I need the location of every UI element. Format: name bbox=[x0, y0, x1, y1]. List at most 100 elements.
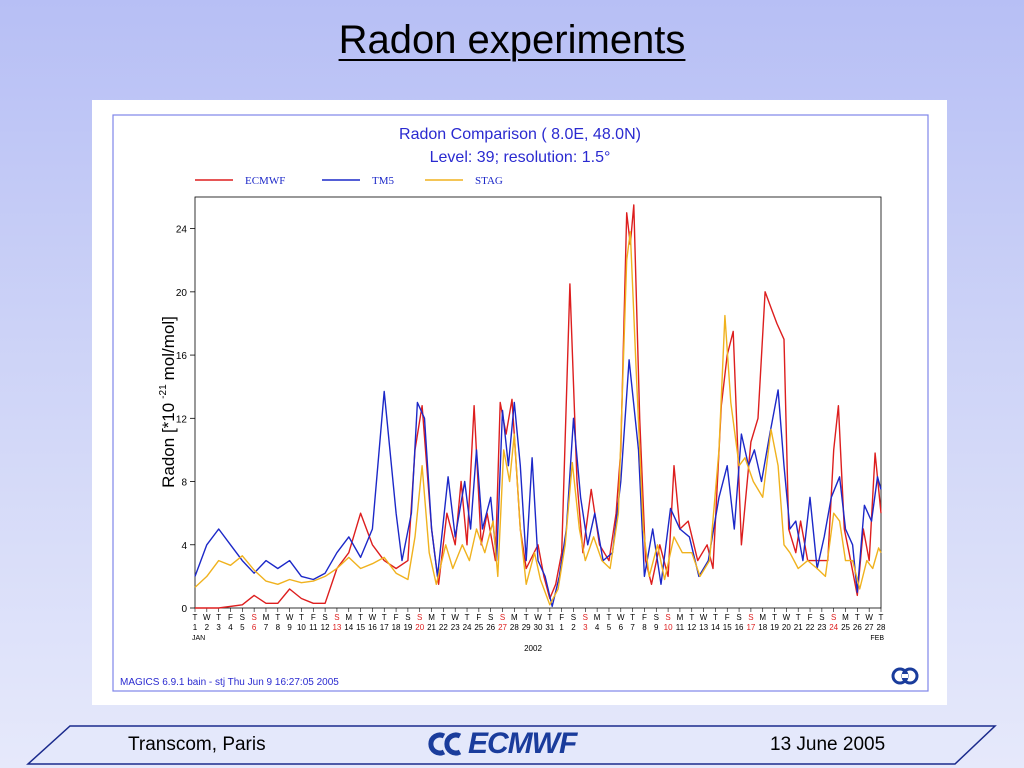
x-day-letter: F bbox=[725, 613, 730, 622]
x-day-letter: T bbox=[216, 613, 221, 622]
x-axis-year-label: 2002 bbox=[524, 644, 542, 653]
x-day-number: 10 bbox=[664, 623, 673, 632]
legend-label-stag: STAG bbox=[475, 175, 503, 187]
x-day-number: 15 bbox=[356, 623, 365, 632]
x-day-number: 18 bbox=[392, 623, 401, 632]
x-day-letter: W bbox=[203, 613, 211, 622]
x-day-number: 1 bbox=[193, 623, 198, 632]
x-day-number: 13 bbox=[332, 623, 341, 632]
x-day-letter: F bbox=[394, 613, 399, 622]
x-day-letter: T bbox=[524, 613, 529, 622]
x-day-letter: S bbox=[251, 613, 256, 622]
x-day-letter: T bbox=[275, 613, 280, 622]
x-day-number: 10 bbox=[297, 623, 306, 632]
y-tick-label: 12 bbox=[176, 414, 188, 425]
x-day-letter: F bbox=[311, 613, 316, 622]
x-day-number: 25 bbox=[474, 623, 483, 632]
x-day-letter: T bbox=[713, 613, 718, 622]
x-day-number: 7 bbox=[630, 623, 635, 632]
x-day-letter: S bbox=[819, 613, 824, 622]
x-day-number: 2 bbox=[571, 623, 576, 632]
x-day-number: 25 bbox=[841, 623, 850, 632]
x-day-letter: T bbox=[299, 613, 304, 622]
y-tick-label: 24 bbox=[176, 225, 188, 236]
series-line-ecmwf bbox=[195, 204, 882, 609]
x-day-number: 11 bbox=[676, 623, 685, 632]
legend-label-tm5: TM5 bbox=[372, 175, 395, 187]
x-day-letter: T bbox=[689, 613, 694, 622]
x-day-number: 20 bbox=[782, 623, 791, 632]
x-day-letter: M bbox=[759, 613, 766, 622]
y-axis-label-exponent: -21 bbox=[158, 384, 169, 399]
x-day-number: 5 bbox=[240, 623, 245, 632]
x-day-letter: S bbox=[736, 613, 741, 622]
x-day-letter: T bbox=[358, 613, 363, 622]
x-day-number: 3 bbox=[216, 623, 221, 632]
x-day-number: 11 bbox=[309, 623, 318, 632]
x-day-letter: T bbox=[382, 613, 387, 622]
figure-frame bbox=[112, 114, 929, 692]
x-day-letter: M bbox=[428, 613, 435, 622]
x-day-number: 13 bbox=[699, 623, 708, 632]
x-day-letter: S bbox=[500, 613, 505, 622]
y-axis-label-unit: mol/mol] bbox=[159, 316, 178, 380]
x-day-letter: T bbox=[630, 613, 635, 622]
x-day-letter: S bbox=[334, 613, 339, 622]
x-day-letter: S bbox=[571, 613, 576, 622]
x-day-letter: W bbox=[451, 613, 459, 622]
x-day-letter: W bbox=[369, 613, 377, 622]
x-day-number: 23 bbox=[817, 623, 826, 632]
x-day-number: 22 bbox=[439, 623, 448, 632]
legend-label-ecmwf: ECMWF bbox=[245, 175, 285, 187]
x-day-number: 21 bbox=[427, 623, 436, 632]
x-day-number: 30 bbox=[534, 623, 543, 632]
x-day-number: 2 bbox=[205, 623, 210, 632]
footer-bar bbox=[26, 725, 997, 765]
x-day-letter: F bbox=[808, 613, 813, 622]
x-day-number: 6 bbox=[619, 623, 624, 632]
x-day-letter: T bbox=[547, 613, 552, 622]
x-day-letter: T bbox=[855, 613, 860, 622]
x-day-number: 17 bbox=[380, 623, 389, 632]
series-layer bbox=[194, 204, 882, 609]
x-day-letter: M bbox=[511, 613, 518, 622]
x-day-letter: T bbox=[465, 613, 470, 622]
x-day-letter: M bbox=[263, 613, 270, 622]
x-day-number: 9 bbox=[654, 623, 659, 632]
x-day-number: 26 bbox=[486, 623, 495, 632]
x-day-number: 17 bbox=[746, 623, 755, 632]
x-day-number: 12 bbox=[321, 623, 330, 632]
x-day-letter: W bbox=[534, 613, 542, 622]
y-axis: 0 4 8 12 16 20 24 bbox=[176, 225, 195, 615]
x-month-label: FEB bbox=[870, 635, 884, 642]
x-day-number: 12 bbox=[687, 623, 696, 632]
chart-subtitle: Level: 39; resolution: 1.5° bbox=[430, 149, 611, 166]
ecmwf-small-logo-icon bbox=[891, 667, 919, 685]
x-day-number: 28 bbox=[877, 623, 886, 632]
x-day-number: 3 bbox=[583, 623, 588, 632]
x-day-number: 29 bbox=[522, 623, 531, 632]
x-day-letter: S bbox=[240, 613, 245, 622]
x-day-number: 16 bbox=[368, 623, 377, 632]
x-day-number: 8 bbox=[642, 623, 647, 632]
x-day-number: 24 bbox=[463, 623, 472, 632]
x-day-letter: F bbox=[559, 613, 564, 622]
x-day-number: 24 bbox=[829, 623, 838, 632]
x-day-number: 7 bbox=[264, 623, 269, 632]
x-day-letter: S bbox=[583, 613, 588, 622]
radon-chart: Radon Comparison ( 8.0E, 48.0N) Level: 3… bbox=[112, 114, 929, 692]
x-day-letter: S bbox=[405, 613, 410, 622]
x-day-number: 9 bbox=[287, 623, 292, 632]
x-day-letter: S bbox=[417, 613, 422, 622]
x-day-number: 31 bbox=[545, 623, 554, 632]
x-day-number: 4 bbox=[595, 623, 600, 632]
x-day-letter: S bbox=[748, 613, 753, 622]
chart-title: Radon Comparison ( 8.0E, 48.0N) bbox=[399, 126, 641, 143]
x-day-number: 4 bbox=[228, 623, 233, 632]
x-day-number: 16 bbox=[735, 623, 744, 632]
x-axis: T1W2T3F4S5S6M7T8W9T10F11S12S13M14T15W16T… bbox=[192, 608, 886, 642]
legend: ECMWF TM5 STAG bbox=[195, 175, 503, 187]
y-axis-label-main: Radon [*10 bbox=[159, 403, 178, 488]
y-tick-label: 16 bbox=[176, 351, 188, 362]
x-day-letter: S bbox=[322, 613, 327, 622]
